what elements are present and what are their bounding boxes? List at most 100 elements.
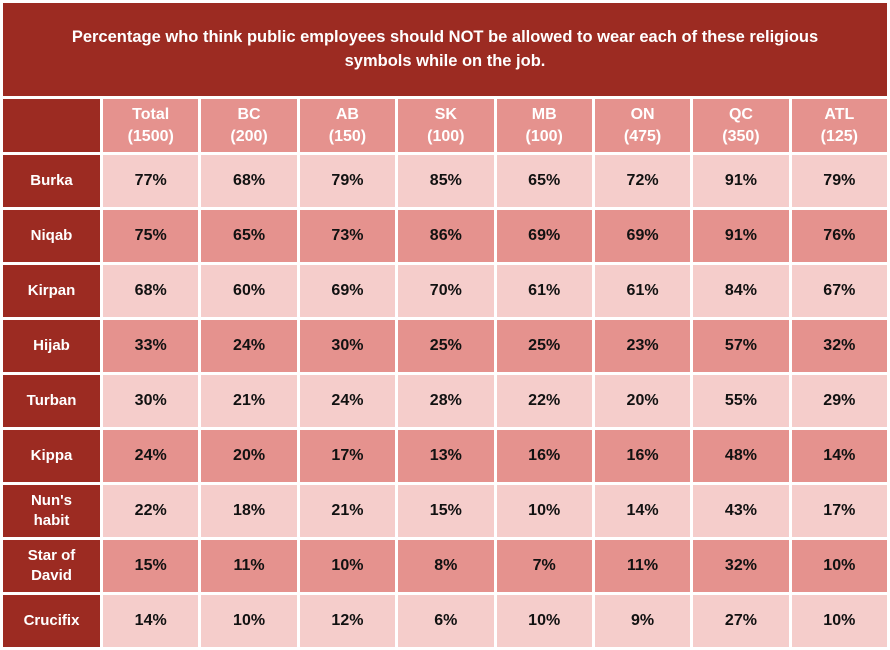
table-cell: 57% xyxy=(693,320,789,372)
table-cell: 24% xyxy=(201,320,297,372)
table-cell: 15% xyxy=(103,540,199,592)
table-cell: 55% xyxy=(693,375,789,427)
column-header-on: ON (475) xyxy=(594,99,691,152)
table-cell: 84% xyxy=(693,265,789,317)
column-header-sample-size: (1500) xyxy=(127,127,174,145)
table-cell: 60% xyxy=(201,265,297,317)
table-cell: 14% xyxy=(594,485,691,537)
column-header-ab: AB (150) xyxy=(299,99,396,152)
table-cell: 20% xyxy=(594,375,691,427)
table-cell: 73% xyxy=(299,210,396,262)
column-header-region: ON xyxy=(630,105,655,123)
table-cell: 21% xyxy=(201,375,297,427)
table-cell: 22% xyxy=(103,485,199,537)
table-cell: 32% xyxy=(791,320,887,372)
table-cell: 14% xyxy=(103,595,199,647)
figure-title: Percentage who think public employees sh… xyxy=(71,27,819,70)
table-cell: 77% xyxy=(103,155,199,207)
column-header-region: ATL xyxy=(824,105,855,123)
table-cell: 43% xyxy=(693,485,789,537)
table-cell: 68% xyxy=(103,265,199,317)
row-header: Nun's habit xyxy=(3,485,100,537)
row-header: Kippa xyxy=(3,430,100,482)
row-header: Burka xyxy=(3,155,100,207)
table-cell: 20% xyxy=(201,430,297,482)
table-cell: 17% xyxy=(299,430,396,482)
table-cell: 33% xyxy=(103,320,199,372)
column-header-sample-size: (150) xyxy=(328,127,367,145)
table-cell: 70% xyxy=(398,265,494,317)
table-cell: 10% xyxy=(496,595,592,647)
table-cell: 6% xyxy=(398,595,494,647)
table-cell: 18% xyxy=(201,485,297,537)
title-banner: Percentage who think public employees sh… xyxy=(3,3,887,96)
row-header: Star of David xyxy=(3,540,100,592)
table-cell: 10% xyxy=(791,540,887,592)
column-header-region: AB xyxy=(335,105,359,123)
data-table: Total (1500) BC (200) AB (150) SK (100) MB (100) O… xyxy=(3,99,887,647)
table-corner-cell xyxy=(3,99,100,152)
row-header: Crucifix xyxy=(3,595,100,647)
column-header-qc: QC (350) xyxy=(693,99,789,152)
table-cell: 69% xyxy=(594,210,691,262)
column-header-region: SK xyxy=(434,105,457,123)
table-cell: 85% xyxy=(398,155,494,207)
table-cell: 11% xyxy=(594,540,691,592)
table-cell: 32% xyxy=(693,540,789,592)
column-header-sample-size: (100) xyxy=(525,127,563,145)
column-header-sample-size: (125) xyxy=(820,127,858,145)
table-cell: 86% xyxy=(398,210,494,262)
table-cell: 91% xyxy=(693,155,789,207)
table-cell: 7% xyxy=(496,540,592,592)
table-cell: 10% xyxy=(201,595,297,647)
column-header-sk: SK (100) xyxy=(398,99,494,152)
table-cell: 23% xyxy=(594,320,691,372)
table-cell: 76% xyxy=(791,210,887,262)
table-cell: 10% xyxy=(496,485,592,537)
table-cell: 16% xyxy=(496,430,592,482)
column-header-region: MB xyxy=(531,105,557,123)
table-cell: 9% xyxy=(594,595,691,647)
table-cell: 75% xyxy=(103,210,199,262)
table-cell: 10% xyxy=(791,595,887,647)
table-cell: 25% xyxy=(496,320,592,372)
table-cell: 25% xyxy=(398,320,494,372)
column-header-atl: ATL (125) xyxy=(791,99,887,152)
table-cell: 24% xyxy=(299,375,396,427)
table-cell: 8% xyxy=(398,540,494,592)
column-header-region: QC xyxy=(728,105,753,123)
table-cell: 48% xyxy=(693,430,789,482)
table-cell: 28% xyxy=(398,375,494,427)
table-cell: 13% xyxy=(398,430,494,482)
table-cell: 61% xyxy=(594,265,691,317)
row-header: Hijab xyxy=(3,320,100,372)
table-cell: 21% xyxy=(299,485,396,537)
table-cell: 27% xyxy=(693,595,789,647)
table-cell: 69% xyxy=(496,210,592,262)
table-cell: 69% xyxy=(299,265,396,317)
table-cell: 22% xyxy=(496,375,592,427)
table-cell: 10% xyxy=(299,540,396,592)
column-header-sample-size: (475) xyxy=(623,127,662,145)
table-cell: 91% xyxy=(693,210,789,262)
table-cell: 79% xyxy=(299,155,396,207)
table-cell: 67% xyxy=(791,265,887,317)
table-cell: 11% xyxy=(201,540,297,592)
column-header-total: Total (1500) xyxy=(103,99,199,152)
table-cell: 17% xyxy=(791,485,887,537)
table-cell: 12% xyxy=(299,595,396,647)
table-cell: 61% xyxy=(496,265,592,317)
column-header-sample-size: (200) xyxy=(230,127,268,145)
row-header: Turban xyxy=(3,375,100,427)
table-cell: 79% xyxy=(791,155,887,207)
table-cell: 65% xyxy=(496,155,592,207)
table-cell: 30% xyxy=(103,375,199,427)
column-header-region: BC xyxy=(237,105,261,123)
table-cell: 29% xyxy=(791,375,887,427)
row-header: Niqab xyxy=(3,210,100,262)
column-header-sample-size: (350) xyxy=(722,127,760,145)
table-cell: 30% xyxy=(299,320,396,372)
table-cell: 65% xyxy=(201,210,297,262)
table-cell: 16% xyxy=(594,430,691,482)
